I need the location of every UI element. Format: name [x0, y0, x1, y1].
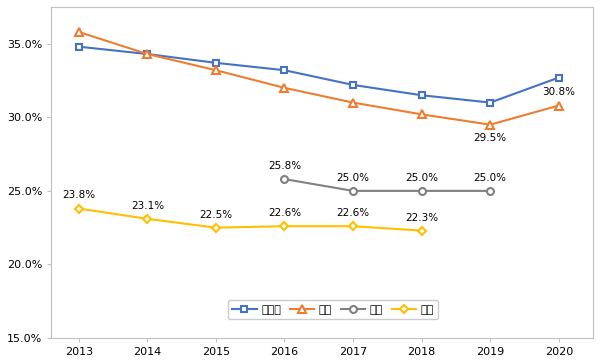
한국 [281, 177, 288, 181]
Text: 23.1%: 23.1% [131, 201, 164, 211]
프랑스 [555, 75, 562, 80]
독일 [349, 100, 356, 105]
미국 [418, 229, 425, 233]
Line: 한국: 한국 [281, 176, 494, 194]
Line: 독일: 독일 [74, 28, 563, 129]
프랑스 [487, 100, 494, 105]
독일 [487, 122, 494, 127]
프랑스 [75, 44, 82, 49]
Text: 22.5%: 22.5% [199, 210, 232, 219]
프랑스 [281, 68, 288, 72]
한국 [349, 189, 356, 193]
Text: 22.3%: 22.3% [405, 213, 438, 222]
미국 [349, 224, 356, 228]
Text: 25.0%: 25.0% [337, 173, 370, 183]
독일 [144, 52, 151, 56]
미국 [144, 217, 151, 221]
Text: 30.8%: 30.8% [542, 87, 575, 98]
Text: 29.5%: 29.5% [473, 133, 507, 143]
Text: 25.0%: 25.0% [473, 173, 506, 183]
한국 [487, 189, 494, 193]
Text: 22.6%: 22.6% [337, 208, 370, 218]
독일 [418, 112, 425, 116]
프랑스 [144, 52, 151, 56]
프랑스 [349, 83, 356, 87]
Text: 25.0%: 25.0% [405, 173, 438, 183]
프랑스 [212, 61, 220, 65]
Text: 22.6%: 22.6% [268, 208, 301, 218]
미국 [212, 225, 220, 230]
독일 [75, 30, 82, 34]
Line: 미국: 미국 [76, 206, 424, 233]
한국 [418, 189, 425, 193]
Text: 23.8%: 23.8% [62, 190, 95, 201]
Line: 프랑스: 프랑스 [76, 43, 562, 106]
독일 [281, 86, 288, 90]
Text: 25.8%: 25.8% [268, 161, 301, 171]
미국 [281, 224, 288, 228]
독일 [212, 68, 220, 72]
미국 [75, 206, 82, 211]
독일 [555, 103, 562, 108]
프랑스 [418, 93, 425, 98]
Legend: 프랑스, 독일, 한국, 미국: 프랑스, 독일, 한국, 미국 [227, 300, 439, 319]
